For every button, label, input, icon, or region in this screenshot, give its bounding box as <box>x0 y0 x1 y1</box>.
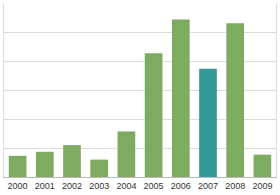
svg-text:2003: 2003 <box>89 181 109 191</box>
svg-text:2008: 2008 <box>225 181 245 191</box>
svg-text:2005: 2005 <box>144 181 164 191</box>
svg-text:2007: 2007 <box>198 181 218 191</box>
svg-text:2002: 2002 <box>62 181 82 191</box>
svg-text:2001: 2001 <box>35 181 55 191</box>
svg-text:2000: 2000 <box>8 181 28 191</box>
svg-text:2009: 2009 <box>252 181 272 191</box>
svg-text:2004: 2004 <box>116 181 136 191</box>
svg-text:2006: 2006 <box>171 181 191 191</box>
